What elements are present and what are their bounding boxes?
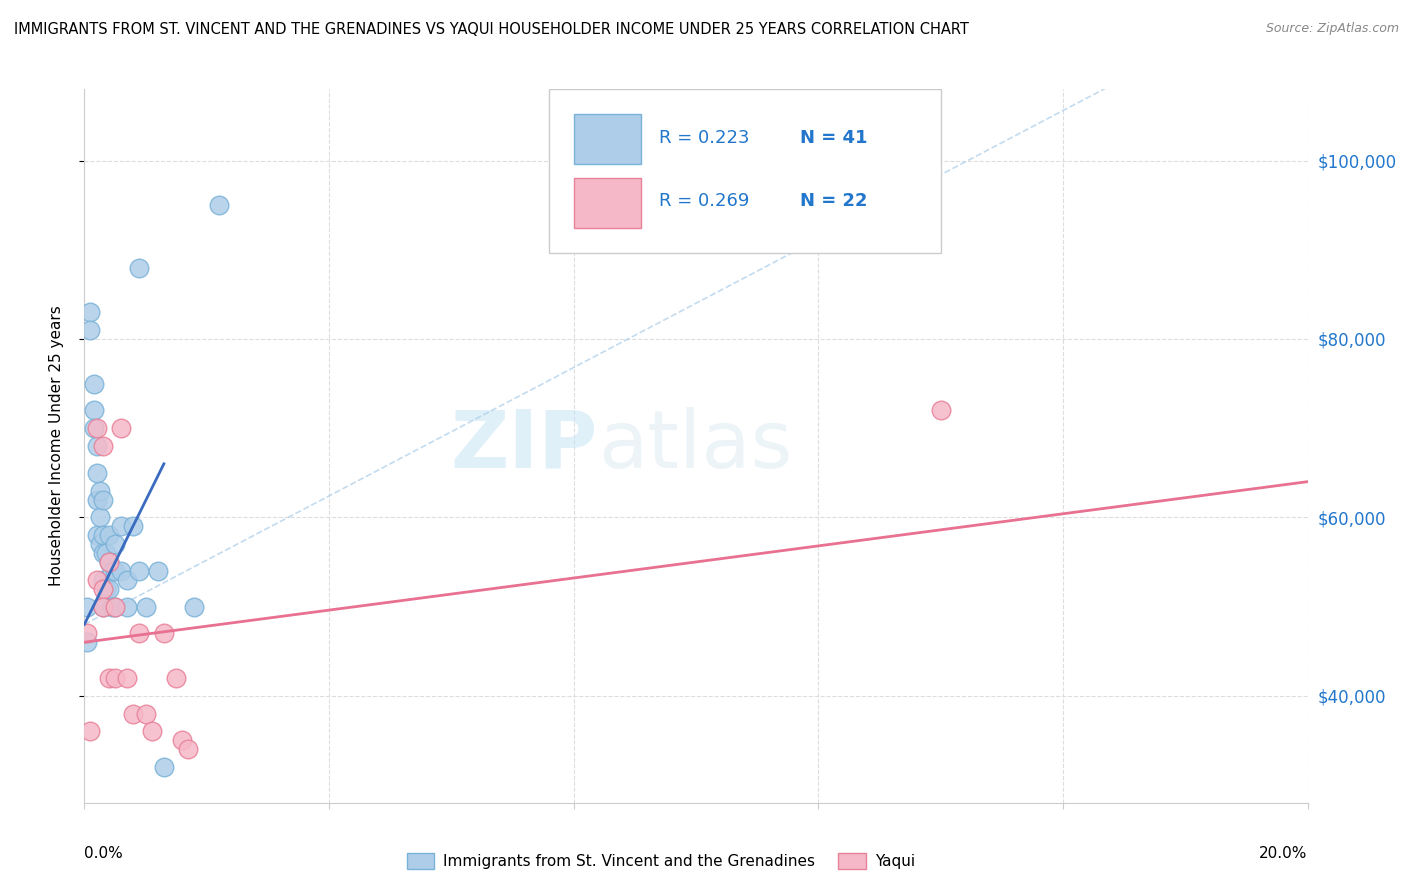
Point	[76, 626, 98, 640]
Point	[97, 528, 120, 542]
Text: N = 41: N = 41	[800, 128, 868, 146]
Point	[94, 582, 117, 596]
Point	[929, 403, 952, 417]
Point	[91, 599, 114, 614]
Point	[86, 466, 108, 480]
Point	[146, 564, 169, 578]
Point	[153, 626, 176, 640]
Point	[76, 599, 98, 614]
Point	[86, 439, 108, 453]
Text: 0.0%: 0.0%	[84, 846, 124, 861]
Point	[104, 564, 127, 578]
Point	[91, 439, 114, 453]
Point	[172, 733, 194, 747]
Text: Source: ZipAtlas.com: Source: ZipAtlas.com	[1265, 22, 1399, 36]
Point	[115, 573, 138, 587]
Point	[79, 724, 101, 739]
Point	[177, 742, 200, 756]
Point	[128, 260, 150, 275]
Point	[89, 537, 111, 551]
Legend: Immigrants from St. Vincent and the Grenadines, Yaqui: Immigrants from St. Vincent and the Gren…	[401, 847, 921, 875]
Text: IMMIGRANTS FROM ST. VINCENT AND THE GRENADINES VS YAQUI HOUSEHOLDER INCOME UNDER: IMMIGRANTS FROM ST. VINCENT AND THE GREN…	[14, 22, 969, 37]
Point	[86, 421, 108, 435]
Text: R = 0.269: R = 0.269	[659, 193, 749, 211]
Point	[91, 492, 114, 507]
Point	[76, 635, 98, 649]
Point	[83, 403, 105, 417]
Point	[115, 599, 138, 614]
Point	[101, 564, 124, 578]
Point	[86, 528, 108, 542]
FancyBboxPatch shape	[574, 114, 641, 164]
Point	[104, 537, 127, 551]
Y-axis label: Householder Income Under 25 years: Householder Income Under 25 years	[49, 306, 63, 586]
Point	[104, 671, 127, 685]
Point	[110, 564, 132, 578]
Point	[165, 671, 187, 685]
Text: 20.0%: 20.0%	[1260, 846, 1308, 861]
Text: R = 0.223: R = 0.223	[659, 128, 749, 146]
Point	[122, 519, 145, 533]
Point	[89, 510, 111, 524]
Point	[101, 599, 124, 614]
Point	[135, 706, 157, 721]
Point	[91, 599, 114, 614]
Point	[83, 421, 105, 435]
Point	[97, 555, 120, 569]
Point	[110, 421, 132, 435]
Point	[128, 626, 150, 640]
Point	[122, 706, 145, 721]
Point	[153, 760, 176, 774]
Point	[97, 582, 120, 596]
Text: ZIP: ZIP	[451, 407, 598, 485]
Text: N = 22: N = 22	[800, 193, 868, 211]
Point	[94, 546, 117, 560]
Point	[91, 582, 114, 596]
Point	[97, 671, 120, 685]
Point	[86, 492, 108, 507]
Point	[115, 671, 138, 685]
FancyBboxPatch shape	[574, 178, 641, 228]
Point	[89, 483, 111, 498]
Point	[83, 376, 105, 391]
Text: atlas: atlas	[598, 407, 793, 485]
Point	[86, 573, 108, 587]
Point	[128, 564, 150, 578]
Point	[91, 573, 114, 587]
Point	[79, 323, 101, 337]
Point	[183, 599, 205, 614]
FancyBboxPatch shape	[550, 89, 941, 253]
Point	[110, 519, 132, 533]
Point	[104, 599, 127, 614]
Point	[91, 546, 114, 560]
Point	[97, 555, 120, 569]
Point	[141, 724, 163, 739]
Point	[104, 599, 127, 614]
Point	[79, 305, 101, 319]
Point	[135, 599, 157, 614]
Point	[91, 528, 114, 542]
Point	[208, 198, 231, 212]
